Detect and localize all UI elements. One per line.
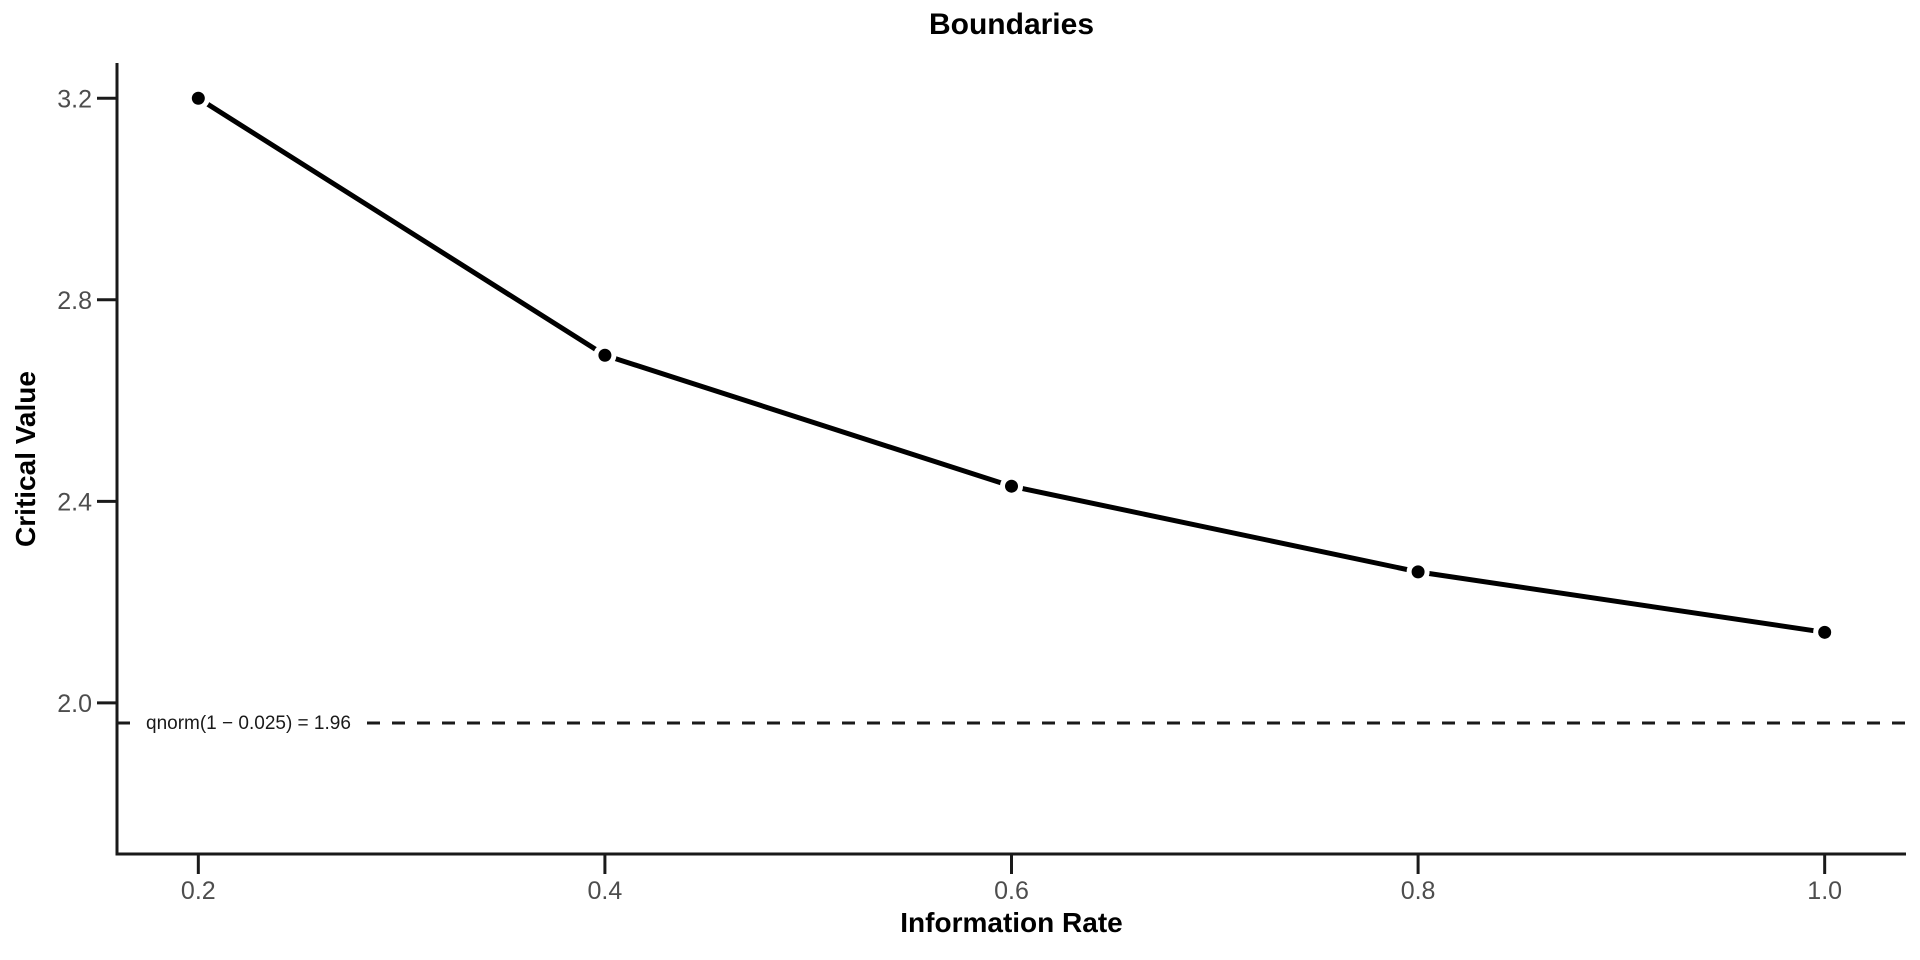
x-tick-label: 0.2 xyxy=(181,877,216,905)
data-point xyxy=(186,86,210,110)
series-line xyxy=(196,96,1826,635)
x-tick-label: 0.6 xyxy=(994,877,1029,905)
data-point xyxy=(593,343,617,367)
x-axis-title: Information Rate xyxy=(900,907,1123,938)
y-tick-label: 2.8 xyxy=(57,287,92,315)
chart-title: Boundaries xyxy=(928,8,1095,41)
x-tick-label: 0.4 xyxy=(588,877,623,905)
data-point xyxy=(1406,560,1430,584)
x-tick-label: 1.0 xyxy=(1807,877,1842,905)
y-tick-label: 2.0 xyxy=(57,690,92,718)
y-tick-label: 3.2 xyxy=(57,85,92,113)
y-axis-title: Critical Value xyxy=(10,371,41,547)
data-point xyxy=(1813,620,1837,644)
reference-line-annotation: qnorm(1 − 0.025) = 1.96 xyxy=(141,709,356,738)
x-tick-label: 0.8 xyxy=(1401,877,1436,905)
data-point xyxy=(1000,474,1023,498)
y-tick-label: 2.4 xyxy=(57,488,92,516)
